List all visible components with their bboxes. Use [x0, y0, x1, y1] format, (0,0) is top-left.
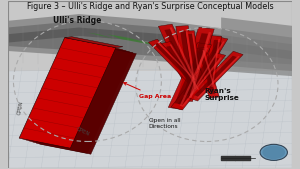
Polygon shape [211, 39, 220, 87]
Polygon shape [29, 41, 126, 151]
Polygon shape [188, 34, 197, 68]
Polygon shape [183, 33, 208, 96]
Polygon shape [180, 31, 194, 88]
Polygon shape [176, 26, 198, 93]
Text: Gap Area: Gap Area [124, 83, 171, 99]
Polygon shape [180, 37, 228, 99]
Polygon shape [169, 27, 196, 80]
Polygon shape [65, 37, 123, 48]
Text: Figure 3 – Ulli's Ridge and Ryan's Surprise Conceptual Models: Figure 3 – Ulli's Ridge and Ryan's Surpr… [27, 2, 273, 11]
Polygon shape [175, 48, 205, 104]
Polygon shape [185, 29, 196, 89]
Polygon shape [8, 14, 292, 71]
Polygon shape [160, 41, 202, 94]
Polygon shape [188, 51, 243, 101]
Polygon shape [164, 44, 213, 56]
Polygon shape [207, 40, 218, 86]
Polygon shape [185, 31, 200, 71]
Text: Ulli's Ridge: Ulli's Ridge [53, 16, 102, 25]
Polygon shape [8, 21, 292, 64]
Polygon shape [194, 56, 237, 96]
Polygon shape [168, 43, 212, 110]
Polygon shape [157, 42, 194, 79]
Polygon shape [221, 17, 292, 76]
Polygon shape [19, 38, 116, 148]
Polygon shape [171, 52, 226, 110]
Polygon shape [178, 57, 219, 105]
Polygon shape [192, 33, 199, 69]
Polygon shape [189, 32, 211, 98]
Polygon shape [167, 46, 196, 54]
Polygon shape [107, 34, 173, 51]
Text: Open in all
Directions: Open in all Directions [148, 118, 180, 129]
Polygon shape [180, 47, 208, 106]
Text: Ryan's
Surprise: Ryan's Surprise [204, 88, 239, 101]
Polygon shape [199, 52, 215, 94]
Polygon shape [177, 27, 214, 102]
Polygon shape [202, 50, 217, 95]
Polygon shape [33, 42, 130, 152]
Circle shape [260, 144, 287, 160]
Polygon shape [40, 44, 136, 154]
Polygon shape [26, 40, 123, 150]
Polygon shape [203, 36, 222, 90]
Text: OPEN: OPEN [76, 126, 91, 137]
Polygon shape [22, 39, 119, 149]
Polygon shape [8, 28, 292, 59]
Circle shape [262, 146, 285, 159]
Polygon shape [193, 51, 241, 63]
Polygon shape [170, 44, 199, 90]
Polygon shape [190, 41, 225, 95]
Polygon shape [8, 71, 292, 168]
Polygon shape [36, 43, 133, 153]
Polygon shape [182, 57, 222, 107]
Polygon shape [158, 24, 199, 84]
Polygon shape [166, 46, 197, 90]
Polygon shape [186, 42, 222, 94]
Polygon shape [116, 36, 150, 44]
Text: OPEN: OPEN [17, 101, 24, 115]
Polygon shape [148, 39, 197, 83]
Polygon shape [154, 43, 191, 79]
Polygon shape [164, 29, 193, 80]
Polygon shape [197, 56, 240, 98]
Polygon shape [194, 47, 219, 98]
Polygon shape [65, 29, 116, 39]
